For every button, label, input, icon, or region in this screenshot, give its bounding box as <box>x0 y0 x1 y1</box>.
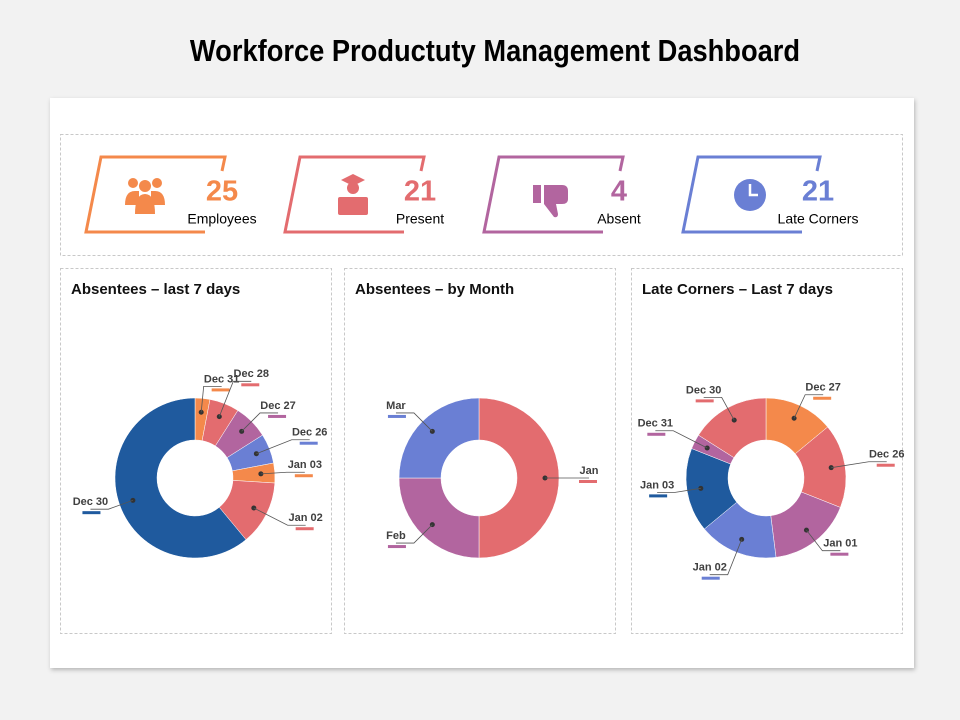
chart-title: Late Corners – Last 7 days <box>642 281 833 298</box>
slice-label: Dec 27 <box>805 382 840 394</box>
leader-line <box>793 394 824 419</box>
leader-line <box>657 487 701 493</box>
kpi-label: Present <box>396 211 444 227</box>
label-swatch <box>647 432 666 436</box>
slice-label: Dec 26 <box>292 427 327 439</box>
label-swatch <box>387 414 406 418</box>
kpi-label: Late Corners <box>778 211 859 227</box>
slice-label: Jan 01 <box>823 538 857 550</box>
icon-present <box>338 174 368 215</box>
donut-slice <box>478 397 560 559</box>
leader-line <box>395 524 433 544</box>
slice-label: Mar <box>386 400 406 412</box>
chart-title: Absentees – last 7 days <box>71 281 240 298</box>
leader-line <box>831 461 887 469</box>
chart-title: Absentees – by Month <box>355 281 514 298</box>
kpi-value: 21 <box>404 176 436 208</box>
slice-label: Jan 02 <box>289 512 323 524</box>
label-swatch <box>387 545 406 549</box>
slice-label: Jan 03 <box>640 479 674 491</box>
label-swatch <box>299 441 318 445</box>
kpi-label: Absent <box>597 211 641 227</box>
leader-line <box>806 529 841 552</box>
label-swatch <box>295 527 314 531</box>
label-swatch <box>268 414 287 418</box>
label-swatch <box>701 576 720 580</box>
leader-line <box>90 499 134 510</box>
chart-box <box>344 268 616 634</box>
leader-line <box>256 439 310 455</box>
kpi-frames <box>84 155 822 234</box>
label-swatch <box>294 474 313 478</box>
slice-label: Jan 02 <box>693 562 727 574</box>
chart-box <box>60 268 332 634</box>
leader-line <box>655 430 708 449</box>
leader-line <box>395 412 433 432</box>
label-swatch <box>579 480 597 483</box>
kpi-frame <box>482 155 625 234</box>
kpi-value: 21 <box>802 176 834 208</box>
slice-label: Dec 30 <box>73 496 108 508</box>
leader-line <box>260 471 305 475</box>
label-swatch <box>649 494 668 498</box>
leader-line <box>218 380 252 417</box>
kpi-value: 25 <box>206 176 238 208</box>
label-swatch <box>211 388 230 392</box>
label-swatch <box>241 383 260 387</box>
slice-label: Jan <box>580 465 599 477</box>
page-title: Workforce Productuty Management Dashboar… <box>190 35 800 69</box>
donut-slice <box>114 397 247 559</box>
icon-absent <box>533 185 568 218</box>
donut-slice <box>398 477 480 559</box>
slice-label: Feb <box>386 530 406 542</box>
chart-box <box>631 268 903 634</box>
label-swatch <box>82 511 101 515</box>
slice-label: Dec 31 <box>204 373 239 385</box>
kpi-value: 4 <box>611 176 627 208</box>
slice-label: Dec 28 <box>234 368 269 380</box>
leader-line <box>703 396 735 421</box>
donut-slice <box>398 397 480 479</box>
label-swatch <box>830 552 849 556</box>
kpi-frame <box>283 155 426 234</box>
leader-line <box>709 539 743 576</box>
kpi-frame <box>84 155 227 234</box>
kpi-box <box>60 134 903 256</box>
donut-slice <box>698 397 767 458</box>
leader-line <box>241 412 279 432</box>
slice-label: Dec 26 <box>869 449 904 461</box>
slice-label: Dec 31 <box>638 418 673 430</box>
icon-employees <box>125 178 165 214</box>
kpi-label: Employees <box>187 211 256 227</box>
kpi-frame <box>681 155 822 234</box>
panel <box>50 98 914 668</box>
label-swatch <box>695 399 714 403</box>
label-swatch <box>813 396 832 400</box>
slice-label: Jan 03 <box>288 459 322 471</box>
icon-clock <box>734 179 766 211</box>
leader-line <box>200 386 222 413</box>
leader-line <box>253 507 306 526</box>
slice-label: Dec 27 <box>260 400 295 412</box>
label-swatch <box>876 463 895 467</box>
slice-label: Dec 30 <box>686 384 721 396</box>
